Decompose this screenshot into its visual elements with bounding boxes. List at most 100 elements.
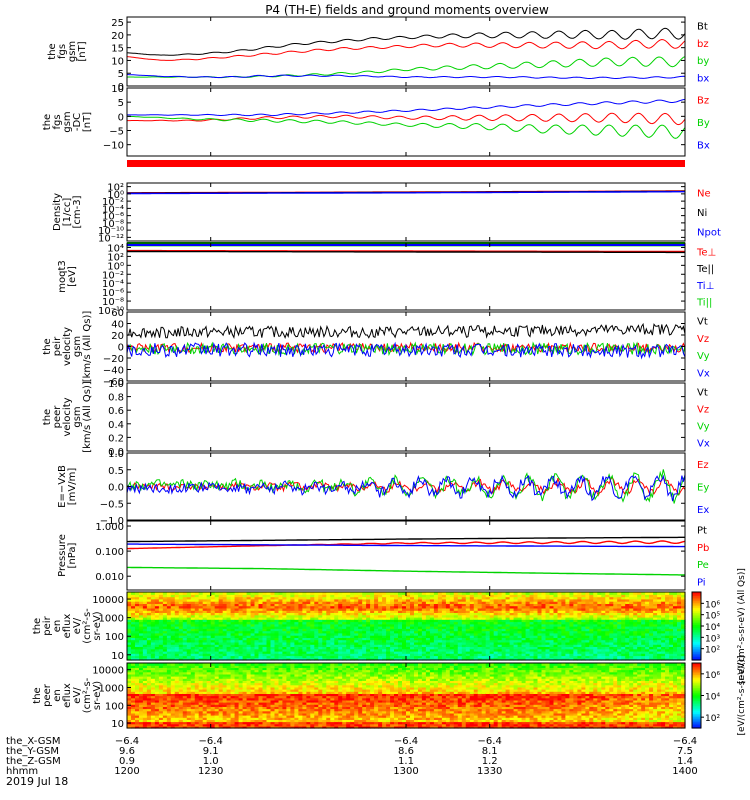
heatmap-cell bbox=[521, 648, 527, 652]
heatmap-cell bbox=[601, 603, 606, 607]
heatmap-cell bbox=[362, 655, 367, 659]
heatmap-cell bbox=[142, 723, 148, 727]
heatmap-cell bbox=[342, 612, 347, 616]
heatmap-cell bbox=[174, 603, 180, 607]
heatmap-cell bbox=[306, 630, 311, 634]
heatmap-cell bbox=[142, 621, 148, 625]
heatmap-cell bbox=[593, 637, 598, 641]
heatmap-cell bbox=[206, 648, 212, 652]
heatmap-cell bbox=[127, 605, 132, 609]
heatmap-cell bbox=[158, 715, 164, 718]
heatmap-cell bbox=[497, 644, 503, 647]
heatmap-cell bbox=[549, 592, 555, 595]
heatmap-cell bbox=[270, 594, 276, 598]
heatmap-cell bbox=[661, 623, 666, 627]
heatmap-cell bbox=[270, 598, 276, 602]
heatmap-cell bbox=[154, 717, 160, 720]
heatmap-cell bbox=[469, 601, 475, 604]
heatmap-cell bbox=[561, 603, 566, 607]
heatmap-cell bbox=[378, 592, 383, 595]
heatmap-cell bbox=[142, 653, 148, 657]
heatmap-cell bbox=[378, 641, 383, 645]
heatmap-cell bbox=[202, 601, 208, 604]
heatmap-cell bbox=[206, 641, 212, 645]
heatmap-cell bbox=[218, 594, 224, 598]
heatmap-cell bbox=[589, 621, 594, 625]
heatmap-cell bbox=[406, 646, 411, 650]
heatmap-cell bbox=[398, 655, 403, 659]
heatmap-cell bbox=[139, 605, 144, 609]
heatmap-cell bbox=[473, 639, 479, 643]
heatmap-cell bbox=[182, 641, 188, 645]
heatmap-cell bbox=[573, 626, 578, 629]
heatmap-cell bbox=[162, 702, 168, 705]
heatmap-cell bbox=[358, 653, 363, 657]
heatmap-cell bbox=[585, 598, 590, 602]
heatmap-cell bbox=[453, 592, 459, 595]
heatmap-cell bbox=[529, 626, 535, 629]
heatmap-cell bbox=[250, 653, 256, 657]
heatmap-cell bbox=[541, 596, 547, 600]
series-line-black bbox=[127, 536, 685, 543]
heatmap-cell bbox=[609, 614, 614, 618]
heatmap-cell bbox=[354, 641, 359, 645]
heatmap-cell bbox=[613, 646, 618, 650]
heatmap-cell bbox=[334, 605, 339, 609]
heatmap-cell bbox=[549, 616, 555, 620]
heatmap-cell bbox=[541, 603, 547, 607]
colorbar-cell bbox=[692, 629, 701, 632]
heatmap-cell bbox=[310, 626, 315, 629]
heatmap-cell bbox=[198, 619, 204, 623]
heatmap-cell bbox=[131, 717, 136, 720]
heatmap-cell bbox=[629, 596, 634, 600]
heatmap-cell bbox=[617, 616, 622, 620]
heatmap-cell bbox=[481, 626, 487, 629]
heatmap-cell bbox=[370, 641, 375, 645]
heatmap-cell bbox=[346, 632, 351, 636]
heatmap-cell bbox=[314, 657, 319, 661]
heatmap-cell bbox=[258, 630, 264, 634]
heatmap-cell bbox=[322, 635, 327, 638]
heatmap-cell bbox=[190, 644, 196, 647]
heatmap-cell bbox=[421, 601, 427, 604]
heatmap-cell bbox=[501, 594, 507, 598]
heatmap-cell bbox=[453, 594, 459, 598]
heatmap-cell bbox=[139, 671, 144, 675]
heatmap-cell bbox=[282, 592, 287, 595]
colorbar-cell bbox=[692, 641, 701, 644]
heatmap-cell bbox=[170, 623, 176, 627]
heatmap-cell bbox=[314, 655, 319, 659]
heatmap-cell bbox=[565, 628, 570, 632]
heatmap-cell bbox=[150, 630, 156, 634]
heatmap-cell bbox=[661, 637, 666, 641]
heatmap-cell bbox=[425, 650, 431, 654]
heatmap-cell bbox=[529, 592, 535, 595]
heatmap-cell bbox=[453, 655, 459, 659]
heatmap-cell bbox=[501, 628, 507, 632]
heatmap-cell bbox=[681, 655, 686, 659]
heatmap-cell bbox=[589, 614, 594, 618]
heatmap-cell bbox=[621, 648, 626, 652]
heatmap-cell bbox=[481, 655, 487, 659]
y-tick-label: 10⁰ bbox=[107, 190, 124, 201]
y-axis-label-line: gsm bbox=[72, 336, 83, 357]
heatmap-cell bbox=[445, 639, 451, 643]
heatmap-cell bbox=[617, 630, 622, 634]
heatmap-cell bbox=[142, 610, 148, 613]
heatmap-cell bbox=[465, 621, 471, 625]
heatmap-cell bbox=[182, 610, 188, 613]
heatmap-cell bbox=[521, 632, 527, 636]
heatmap-cell bbox=[573, 603, 578, 607]
heatmap-cell bbox=[139, 689, 144, 692]
heatmap-cell bbox=[601, 612, 606, 616]
heatmap-cell bbox=[569, 594, 574, 598]
heatmap-cell bbox=[437, 630, 443, 634]
heatmap-cell bbox=[226, 657, 232, 661]
heatmap-cell bbox=[234, 648, 240, 652]
heatmap-cell bbox=[645, 594, 650, 598]
heatmap-cell bbox=[521, 650, 527, 654]
heatmap-cell bbox=[127, 639, 132, 643]
heatmap-cell bbox=[378, 632, 383, 636]
heatmap-cell bbox=[477, 616, 483, 620]
heatmap-cell bbox=[445, 653, 451, 657]
